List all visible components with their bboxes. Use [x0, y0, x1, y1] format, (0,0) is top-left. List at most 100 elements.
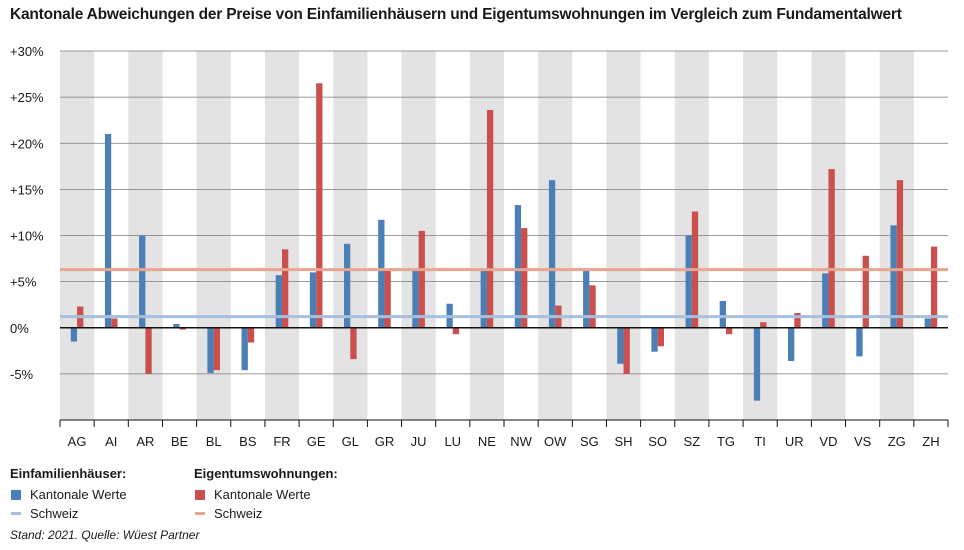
y-tick-label: +15%	[10, 182, 44, 197]
x-tick-label: GR	[375, 434, 395, 449]
x-tick-label: SG	[580, 434, 599, 449]
bar-einfamilienhaeuser	[822, 273, 829, 328]
bar-einfamilienhaeuser	[514, 205, 522, 328]
y-tick-labels: +30% +25% +20% +15% +10% +5% 0% -5%	[10, 44, 44, 382]
bar-eigentumswohnungen	[930, 246, 938, 328]
bar-eigentumswohnungen	[828, 169, 835, 328]
bar-einfamilienhaeuser	[207, 327, 214, 373]
bar-eigentumswohnungen	[213, 327, 220, 371]
x-tick-label: ZH	[922, 434, 939, 449]
bar-chart: +30% +25% +20% +15% +10% +5% 0% -5% AG AI AR BE BL B…	[10, 44, 949, 449]
bar-eigentumswohnungen	[521, 228, 528, 328]
bar-eigentumswohnungen	[623, 327, 630, 374]
axes	[59, 327, 949, 427]
x-tick-label: NW	[510, 434, 532, 449]
bar-eigentumswohnungen	[794, 312, 801, 328]
bar-einfamilienhaeuser	[788, 327, 795, 361]
y-tick-label: +25%	[10, 90, 44, 105]
bar-einfamilienhaeuser	[753, 327, 761, 401]
legend-label: Schweiz	[30, 506, 79, 521]
gridlines	[60, 50, 948, 375]
y-tick-label: +20%	[10, 136, 44, 151]
bar-einfamilienhaeuser	[548, 180, 556, 328]
legend-label: Schweiz	[214, 506, 263, 521]
bar-einfamilienhaeuser	[139, 235, 146, 328]
bar-eigentumswohnungen	[111, 318, 118, 328]
bar-eigentumswohnungen	[657, 327, 664, 347]
x-tick-label: UR	[785, 434, 804, 449]
bar-einfamilienhaeuser	[583, 269, 590, 328]
bar-einfamilienhaeuser	[344, 243, 351, 328]
x-tick-label: BL	[206, 434, 222, 449]
x-tick-label: JU	[411, 434, 427, 449]
x-tick-label: GL	[342, 434, 359, 449]
bar-einfamilienhaeuser	[617, 327, 624, 364]
x-tick-label: SO	[648, 434, 667, 449]
bar-einfamilienhaeuser	[241, 327, 248, 371]
chart-title: Kantonale Abweichungen der Preise von Ei…	[10, 6, 902, 23]
bar-eigentumswohnungen	[350, 327, 357, 360]
x-tick-label: TI	[754, 434, 766, 449]
legend-line-swatch	[11, 512, 21, 515]
x-tick-label: VD	[819, 434, 837, 449]
bar-einfamilienhaeuser	[412, 269, 419, 328]
legend-group-title: Einfamilienhäuser:	[10, 466, 127, 481]
x-tick-label: BS	[239, 434, 257, 449]
bar-eigentumswohnungen	[179, 327, 186, 330]
bar-eigentumswohnungen	[896, 180, 904, 328]
x-tick-label: FR	[273, 434, 290, 449]
x-tick-label: LU	[444, 434, 461, 449]
x-tick-label: BE	[171, 434, 189, 449]
x-tick-label: AG	[68, 434, 87, 449]
bar-einfamilienhaeuser	[924, 318, 931, 328]
y-tick-label: +30%	[10, 44, 44, 59]
x-tick-label: SZ	[684, 434, 701, 449]
legend-bar-swatch	[195, 489, 205, 500]
bar-einfamilienhaeuser	[856, 327, 863, 357]
legend-line-swatch	[195, 512, 205, 515]
bar-eigentumswohnungen	[452, 327, 460, 335]
bar-einfamilienhaeuser	[480, 269, 487, 328]
bar-einfamilienhaeuser	[275, 275, 282, 328]
reference-lines	[60, 268, 948, 319]
bar-eigentumswohnungen	[418, 230, 425, 328]
bar-einfamilienhaeuser	[651, 327, 658, 352]
bar-eigentumswohnungen	[384, 269, 391, 328]
bar-eigentumswohnungen	[760, 322, 767, 328]
source-note: Stand: 2021. Quelle: Wüest Partner	[10, 528, 200, 542]
x-tick-label: GE	[307, 434, 326, 449]
x-tick-labels: AG AI AR BE BL BS FR GE GL GR JU LU NE NW OW SG SH SO SZ TG…	[68, 434, 940, 449]
bar-einfamilienhaeuser	[309, 272, 317, 328]
x-tick-label: AR	[136, 434, 154, 449]
legend-item: Kantonale Werte	[194, 485, 338, 504]
legend-item: Schweiz	[10, 504, 127, 523]
bar-eigentumswohnungen	[862, 255, 869, 328]
legend-bar-swatch	[11, 489, 21, 500]
bar-einfamilienhaeuser	[685, 235, 692, 328]
bar-eigentumswohnungen	[145, 327, 152, 374]
y-tick-label: -5%	[10, 367, 34, 382]
bar-einfamilienhaeuser	[719, 300, 726, 328]
y-tick-label: +5%	[10, 275, 37, 290]
legend-item: Kantonale Werte	[10, 485, 127, 504]
legend-label: Kantonale Werte	[214, 487, 311, 502]
bar-eigentumswohnungen	[316, 83, 323, 328]
x-tick-label: SH	[615, 434, 633, 449]
bar-einfamilienhaeuser	[104, 134, 112, 328]
legend-label: Kantonale Werte	[30, 487, 127, 502]
x-tick-label: TG	[717, 434, 735, 449]
bar-eigentumswohnungen	[486, 110, 494, 328]
bar-einfamilienhaeuser	[378, 219, 385, 328]
bar-eigentumswohnungen	[282, 249, 289, 328]
y-tick-label: +10%	[10, 229, 44, 244]
bar-einfamilienhaeuser	[70, 327, 78, 342]
bar-eigentumswohnungen	[247, 327, 255, 343]
x-tick-label: VS	[854, 434, 872, 449]
bar-einfamilienhaeuser	[890, 225, 897, 328]
y-tick-label: 0%	[10, 321, 29, 336]
legend-eigentumswohnungen: Eigentumswohnungen: Kantonale Werte Schw…	[194, 466, 338, 523]
legend-group-title: Eigentumswohnungen:	[194, 466, 338, 481]
legend-einfamilienhaeuser: Einfamilienhäuser: Kantonale Werte Schwe…	[10, 466, 127, 523]
x-tick-label: ZG	[888, 434, 906, 449]
x-tick-label: OW	[544, 434, 567, 449]
